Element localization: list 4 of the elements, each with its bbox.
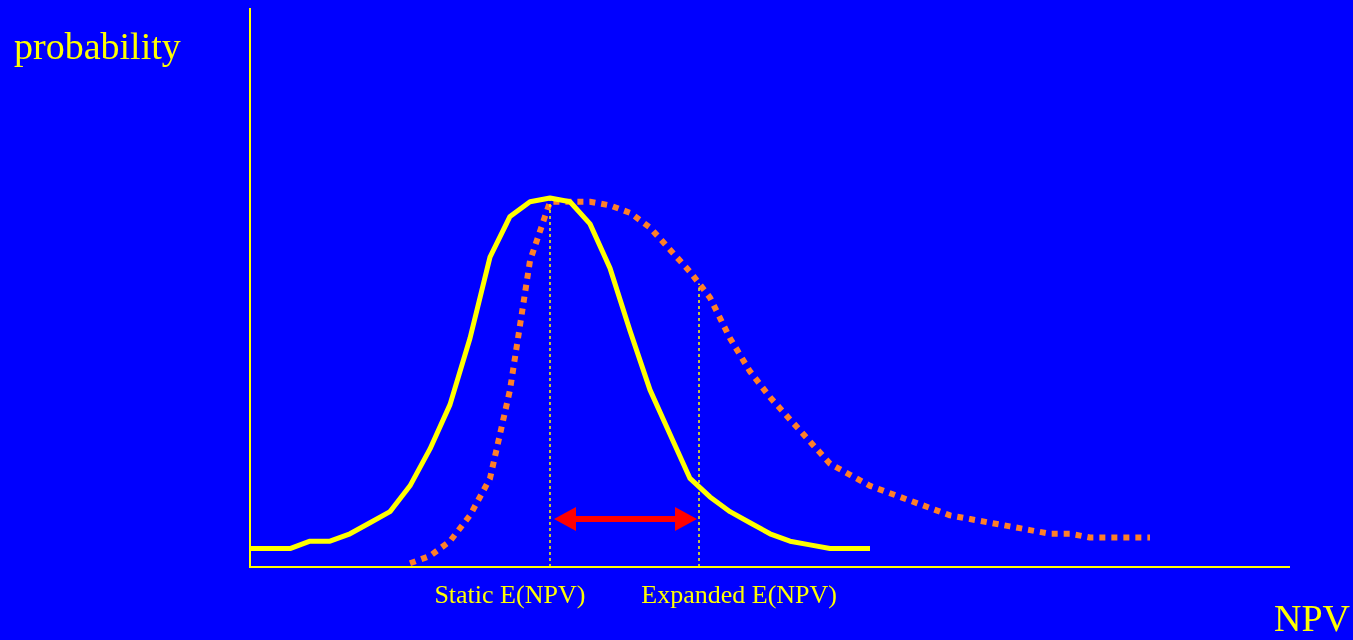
x-axis-title: NPV xyxy=(1273,596,1351,639)
text: Static E(NPV) xyxy=(434,579,586,609)
y-axis-title: probability xyxy=(14,24,181,67)
text: Expanded E(NPV) xyxy=(641,579,837,609)
